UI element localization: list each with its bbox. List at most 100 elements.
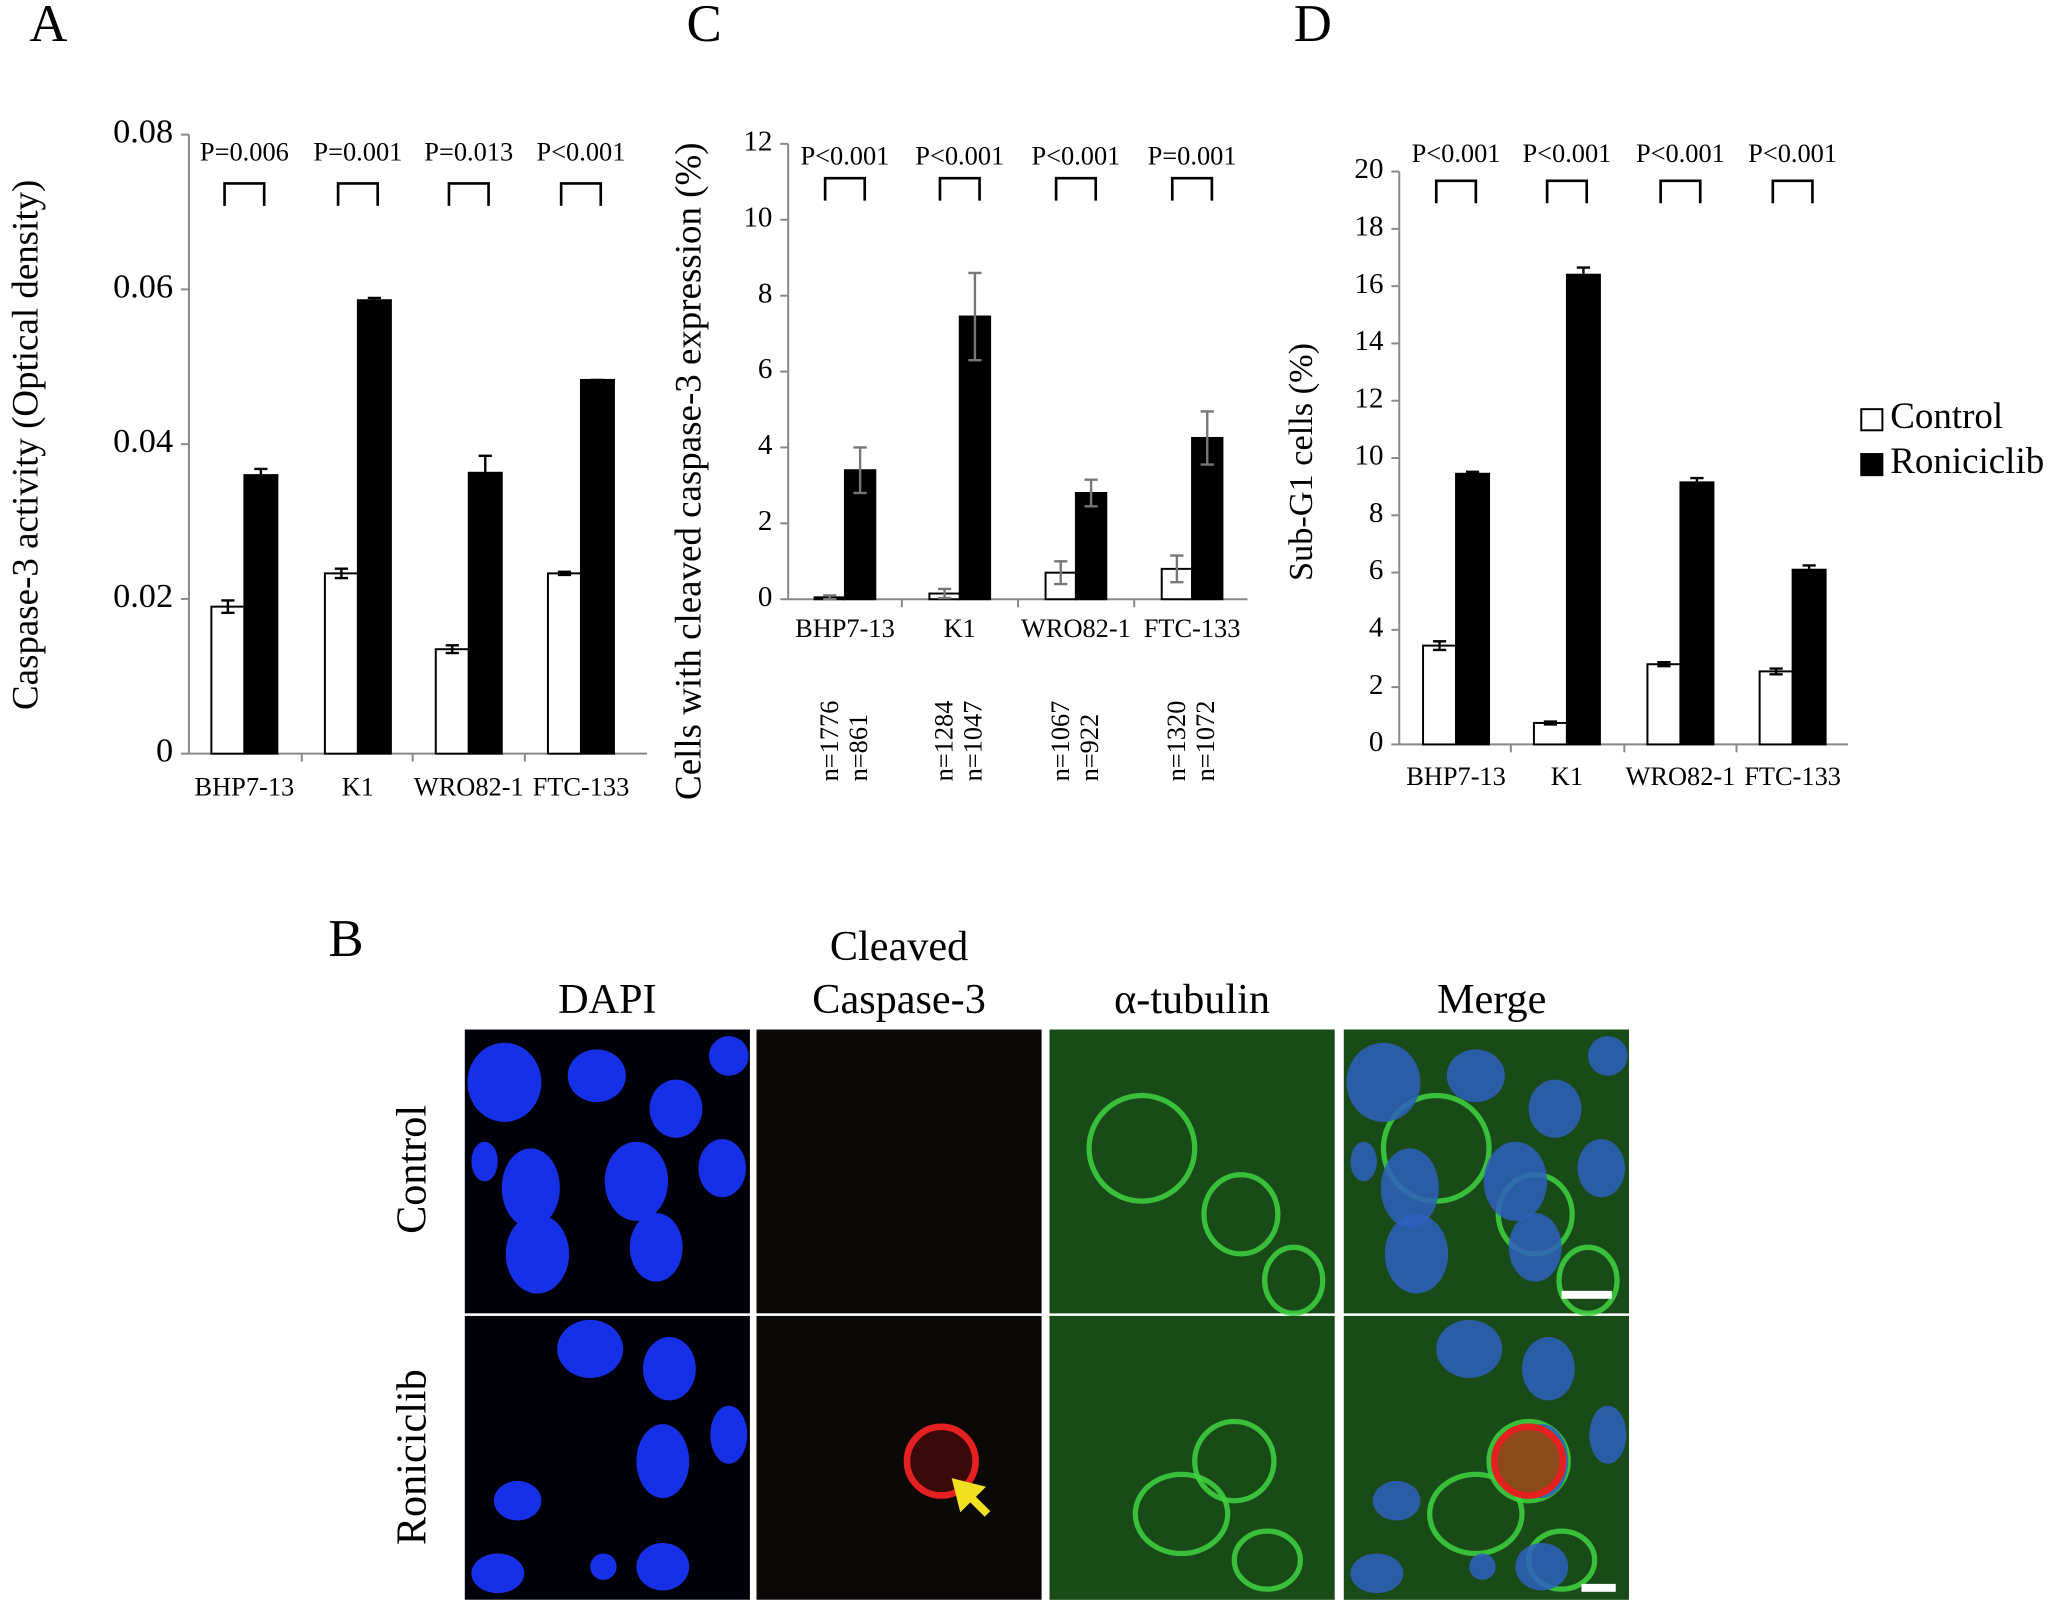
x-tick-label: K1 <box>944 613 976 643</box>
nucleus <box>1528 1079 1582 1138</box>
x-tick-label: K1 <box>1551 761 1583 791</box>
p-value: P<0.001 <box>1748 138 1837 168</box>
bar <box>546 572 582 755</box>
y-tick-label: 0.08 <box>113 113 173 151</box>
micrograph <box>756 1315 1042 1600</box>
apoptotic-cell <box>903 1423 979 1499</box>
error-bar <box>334 567 348 580</box>
error-bar <box>968 271 982 362</box>
nucleus <box>471 1141 498 1182</box>
bar <box>1532 721 1568 746</box>
bar <box>210 605 246 755</box>
bar <box>579 378 615 755</box>
p-value: P<0.001 <box>1412 138 1501 168</box>
y-tick-label: 16 <box>1354 268 1383 300</box>
nucleus <box>505 1214 570 1294</box>
y-axis-label: Caspase-3 activity (Optical density) <box>5 180 47 710</box>
n-label: n=1072 <box>1190 701 1220 782</box>
y-tick-label: 0 <box>156 732 173 770</box>
nucleus <box>1380 1148 1439 1228</box>
n-label: n=922 <box>1074 714 1104 782</box>
bar <box>958 315 992 601</box>
error-bar <box>478 454 492 491</box>
column-header: Cleaved <box>830 923 968 970</box>
column-header: Caspase-3 <box>812 976 986 1023</box>
legend-label: Roniciclib <box>1890 440 2044 481</box>
y-axis-label: Sub-G1 cells (%) <box>1282 343 1320 581</box>
nucleus <box>1589 1405 1627 1464</box>
x-tick-label: K1 <box>342 771 374 801</box>
micrograph <box>756 1029 1042 1314</box>
bar <box>1422 644 1458 746</box>
bar <box>434 648 470 755</box>
p-value: P<0.001 <box>800 140 889 170</box>
tubulin-ring <box>1427 1471 1525 1557</box>
error-bar <box>1054 560 1068 586</box>
tubulin-ring <box>1192 1418 1277 1504</box>
error-bar <box>1465 470 1480 477</box>
error-bar <box>1576 266 1591 284</box>
bracket <box>1170 176 1214 201</box>
y-tick-label: 10 <box>743 201 772 233</box>
error-bar <box>1543 720 1558 726</box>
nucleus <box>1469 1553 1496 1580</box>
nucleus <box>1346 1042 1421 1122</box>
bar <box>1791 568 1827 746</box>
error-bar <box>1802 564 1816 576</box>
y-tick-label: 10 <box>1354 440 1383 472</box>
row-label: Control <box>389 1105 436 1234</box>
error-bar <box>1084 478 1098 508</box>
legend-swatch <box>1860 453 1884 477</box>
nucleus <box>1446 1049 1505 1103</box>
row-label: Roniciclib <box>389 1369 436 1545</box>
y-tick-label: 20 <box>1354 153 1383 185</box>
panel-letter: D <box>1294 0 1332 53</box>
bar <box>467 471 503 755</box>
y-tick-label: 2 <box>1369 669 1384 701</box>
error-bar <box>1657 661 1671 668</box>
bar <box>243 474 279 755</box>
legend-label: Control <box>1890 395 2003 436</box>
p-value: P=0.013 <box>424 136 513 166</box>
y-tick-label: 2 <box>758 505 773 537</box>
bracket <box>336 182 380 206</box>
nucleus <box>710 1405 748 1464</box>
scale-bar <box>1581 1583 1616 1592</box>
x-tick-label: WRO82-1 <box>414 771 524 801</box>
p-value: P<0.001 <box>1636 138 1725 168</box>
column-header: DAPI <box>558 976 657 1023</box>
nucleus <box>590 1553 617 1580</box>
bracket <box>559 182 603 206</box>
error-bar <box>853 446 867 495</box>
y-tick-label: 6 <box>1369 554 1384 586</box>
n-label: n=861 <box>843 714 873 782</box>
error-bar <box>1769 667 1783 676</box>
error-bar <box>557 570 572 577</box>
p-value: P<0.001 <box>1522 138 1611 168</box>
x-tick-label: FTC-133 <box>1144 613 1241 643</box>
nucleus <box>636 1542 690 1591</box>
bracket <box>1771 179 1814 204</box>
bar <box>1455 472 1491 746</box>
nucleus <box>1436 1319 1503 1378</box>
error-bar <box>1200 410 1214 466</box>
x-tick-label: FTC-133 <box>1744 761 1841 791</box>
bracket <box>447 182 490 206</box>
nucleus <box>1508 1212 1562 1282</box>
nucleus <box>493 1480 542 1521</box>
nucleus <box>567 1049 626 1103</box>
p-value: P<0.001 <box>915 140 1004 170</box>
bracket <box>1434 179 1478 204</box>
x-tick-label: WRO82-1 <box>1021 613 1131 643</box>
y-tick-label: 8 <box>758 277 773 309</box>
nucleus <box>1372 1480 1421 1521</box>
bracket <box>938 176 981 201</box>
n-label: n=1047 <box>958 701 988 782</box>
y-tick-label: 0.02 <box>113 577 173 615</box>
n-label: n=1776 <box>814 701 844 782</box>
error-bar <box>937 587 952 600</box>
y-tick-label: 12 <box>743 126 772 158</box>
bracket <box>1054 176 1098 201</box>
micrographs <box>464 1029 1629 1600</box>
